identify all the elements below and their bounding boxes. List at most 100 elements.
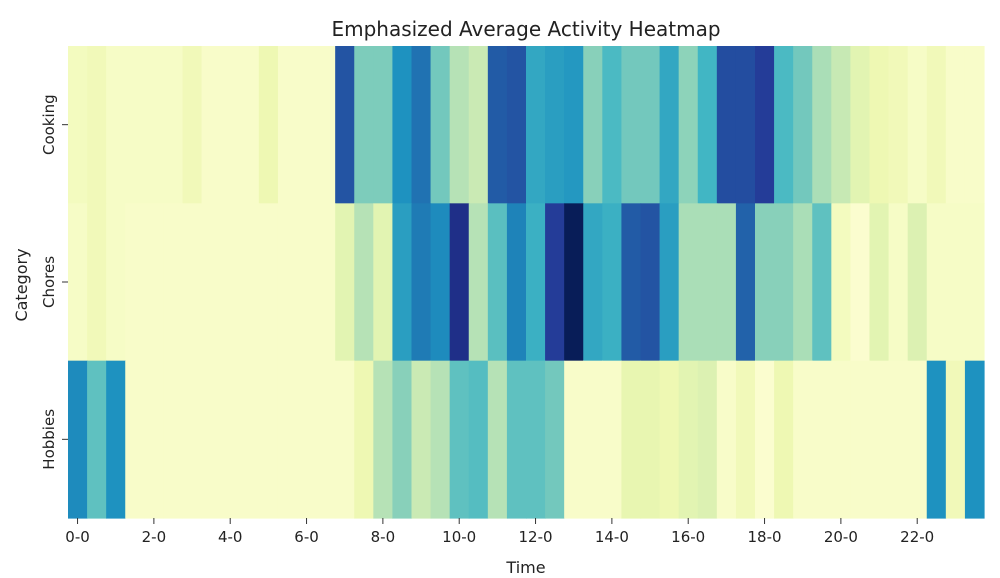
heatmap-cell [68, 360, 88, 519]
heatmap-cell [316, 46, 336, 204]
x-tick-label: 14-0 [595, 528, 629, 546]
heatmap-cell [392, 360, 413, 519]
heatmap-cell [144, 46, 165, 204]
heatmap-cell [411, 46, 432, 204]
heatmap-cell [239, 46, 260, 204]
heatmap-cell [964, 360, 985, 519]
heatmap-cell [812, 360, 832, 519]
heatmap-cell [888, 46, 909, 204]
heatmap-cell [392, 46, 413, 204]
heatmap-cell [449, 46, 470, 204]
heatmap-cell [640, 46, 661, 204]
x-tick-label: 4-0 [218, 528, 243, 546]
heatmap-cell [850, 46, 871, 204]
heatmap-cell [468, 46, 489, 204]
heatmap-cell [125, 203, 145, 362]
heatmap-cell [182, 203, 203, 362]
heatmap-cells [68, 46, 985, 519]
heatmap-cell [316, 203, 336, 362]
heatmap-cell [373, 46, 394, 204]
heatmap-cell [926, 203, 947, 362]
heatmap-cell [526, 360, 546, 519]
heatmap-cell [697, 46, 718, 204]
y-tick-label: Chores [40, 256, 58, 308]
heatmap-cell [888, 203, 909, 362]
heatmap-cell [583, 203, 603, 362]
heatmap-cell [430, 203, 451, 362]
heatmap-cell [716, 360, 737, 519]
heatmap-cell [755, 203, 775, 362]
heatmap-cell [430, 46, 451, 204]
y-axis: Cooking Chores Hobbies [40, 94, 68, 470]
heatmap-cell [678, 203, 699, 362]
heatmap-cell [163, 360, 184, 519]
heatmap-cell [964, 46, 985, 204]
heatmap-cell [411, 203, 432, 362]
heatmap-cell [335, 360, 355, 519]
x-tick-label: 22-0 [900, 528, 934, 546]
x-axis-label: Time [505, 558, 545, 577]
heatmap-cell [697, 360, 718, 519]
heatmap-cell [430, 360, 451, 519]
heatmap-cell [621, 360, 642, 519]
heatmap-cell [316, 360, 336, 519]
heatmap-cell [258, 360, 279, 519]
heatmap-cell [755, 360, 775, 519]
heatmap-cell [258, 46, 279, 204]
heatmap-cell [716, 203, 737, 362]
heatmap-cell [907, 46, 928, 204]
heatmap-cell [945, 203, 966, 362]
heatmap-cell [144, 203, 165, 362]
heatmap-cell [487, 203, 508, 362]
heatmap-cell [125, 46, 145, 204]
heatmap-cell [373, 203, 394, 362]
x-tick-label: 16-0 [671, 528, 705, 546]
heatmap-cell [163, 46, 184, 204]
heatmap-cell [506, 203, 527, 362]
heatmap-cell [621, 203, 642, 362]
heatmap-cell [163, 203, 184, 362]
heatmap-cell [526, 203, 546, 362]
heatmap-cell [735, 360, 756, 519]
heatmap-cell [583, 360, 603, 519]
heatmap-cell [87, 46, 107, 204]
heatmap-cell [125, 360, 145, 519]
heatmap-cell [659, 360, 680, 519]
heatmap-cell [907, 360, 928, 519]
heatmap-cell [793, 360, 813, 519]
heatmap-cell [87, 360, 107, 519]
heatmap-cell [335, 46, 355, 204]
heatmap-cell [697, 203, 718, 362]
y-tick-label: Cooking [40, 94, 58, 155]
x-tick-label: 12-0 [519, 528, 553, 546]
y-axis-label: Category [12, 248, 31, 321]
x-tick-label: 8-0 [371, 528, 396, 546]
heatmap-cell [774, 360, 794, 519]
heatmap-cell [659, 203, 680, 362]
x-tick-label: 6-0 [294, 528, 319, 546]
heatmap-cell [258, 203, 279, 362]
heatmap-cell [888, 360, 909, 519]
heatmap-cell [869, 46, 890, 204]
heatmap-cell [755, 46, 775, 204]
heatmap-cell [239, 360, 260, 519]
x-tick-label: 0-0 [65, 528, 90, 546]
heatmap-cell [87, 203, 107, 362]
heatmap-cell [545, 360, 565, 519]
heatmap-cell [106, 360, 126, 519]
heatmap-cell [812, 203, 832, 362]
heatmap-cell [182, 360, 203, 519]
heatmap-cell [678, 46, 699, 204]
heatmap-cell [449, 360, 470, 519]
heatmap-cell [354, 360, 374, 519]
heatmap-cell [850, 360, 871, 519]
heatmap-cell [392, 203, 413, 362]
x-tick-label: 2-0 [142, 528, 167, 546]
heatmap-cell [659, 46, 680, 204]
heatmap-cell [564, 46, 584, 204]
x-tick-label: 10-0 [442, 528, 476, 546]
heatmap-cell [297, 360, 317, 519]
heatmap-cell [220, 46, 241, 204]
heatmap-cell [411, 360, 432, 519]
